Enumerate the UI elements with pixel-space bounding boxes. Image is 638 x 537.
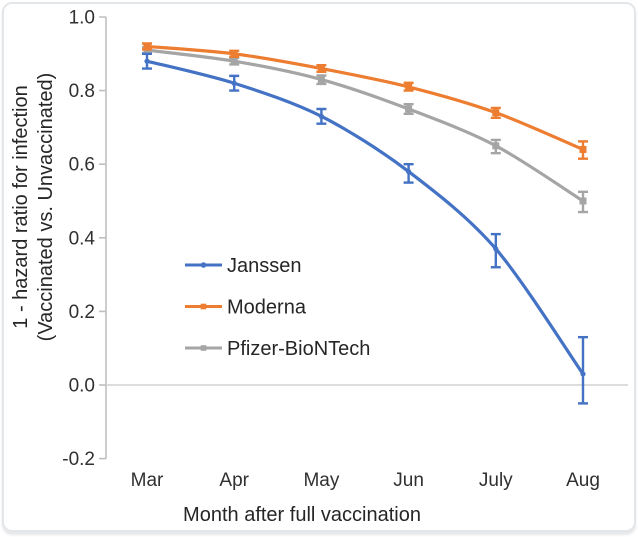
y-axis: 1.0 0.8 0.6 0.4 0.2 0.0 -0.2 [62, 8, 107, 470]
y-axis-title-line2: (Vaccinated vs. Unvaccinated) [35, 73, 57, 342]
legend-item-pfizer-biontech: Pfizer-BioNTech [185, 338, 370, 360]
y-tick-label: 0.6 [69, 155, 95, 176]
y-tick-label: 0.4 [69, 228, 96, 249]
legend-label: Pfizer-BioNTech [227, 338, 370, 360]
series-janssen [142, 52, 588, 405]
y-axis-title-line1: 1 - hazard ratio for infection [10, 85, 32, 328]
series-pfizer-biontech [142, 45, 588, 214]
series-moderna [142, 42, 588, 160]
x-tick-label: Jun [393, 470, 424, 491]
x-tick-label: Apr [219, 470, 249, 491]
data-marker [493, 246, 499, 252]
y-tick-label: 0.8 [69, 81, 95, 102]
chart-svg: 1.0 0.8 0.6 0.4 0.2 0.0 -0.2 Mar Apr May Jun July A… [10, 8, 628, 526]
x-tick-label: Aug [566, 470, 600, 491]
data-marker [143, 42, 151, 50]
data-marker [579, 145, 587, 153]
data-marker [492, 142, 500, 150]
data-marker [405, 105, 413, 113]
axis-titles: Month after full vaccination 1 - hazard r… [10, 73, 421, 526]
data-marker [405, 83, 413, 91]
legend-item-moderna: Moderna [185, 297, 307, 319]
data-marker [318, 113, 324, 119]
legend-item-janssen: Janssen [185, 255, 302, 277]
y-tick-label: 0.2 [69, 302, 95, 323]
data-series [142, 42, 588, 405]
data-marker [231, 80, 237, 86]
x-tick-label: Mar [131, 470, 164, 491]
legend-marker [200, 262, 207, 268]
legend-marker [200, 303, 207, 310]
series-line [145, 59, 585, 376]
data-marker [230, 57, 238, 65]
data-marker [492, 109, 500, 117]
data-marker [317, 65, 325, 73]
legend-marker [200, 345, 207, 351]
x-tick-label: July [479, 470, 513, 491]
data-marker [230, 50, 238, 58]
data-marker [317, 76, 325, 84]
x-axis-title: Month after full vaccination [183, 504, 421, 526]
legend-label: Janssen [227, 255, 302, 277]
data-marker [580, 371, 586, 377]
x-tick-labels: Mar Apr May Jun July Aug [131, 470, 600, 491]
y-tick-label: -0.2 [62, 449, 95, 470]
data-marker [579, 197, 587, 205]
data-marker [406, 168, 412, 175]
data-marker [144, 58, 150, 64]
legend-label: Moderna [227, 297, 307, 319]
y-tick-label: 0.0 [69, 376, 95, 397]
series-line [145, 44, 585, 152]
y-tick-label: 1.0 [69, 8, 95, 29]
x-tick-label: May [303, 470, 339, 491]
series-line [145, 48, 585, 203]
legend: Janssen Moderna Pfizer-BioNTech [185, 255, 370, 360]
